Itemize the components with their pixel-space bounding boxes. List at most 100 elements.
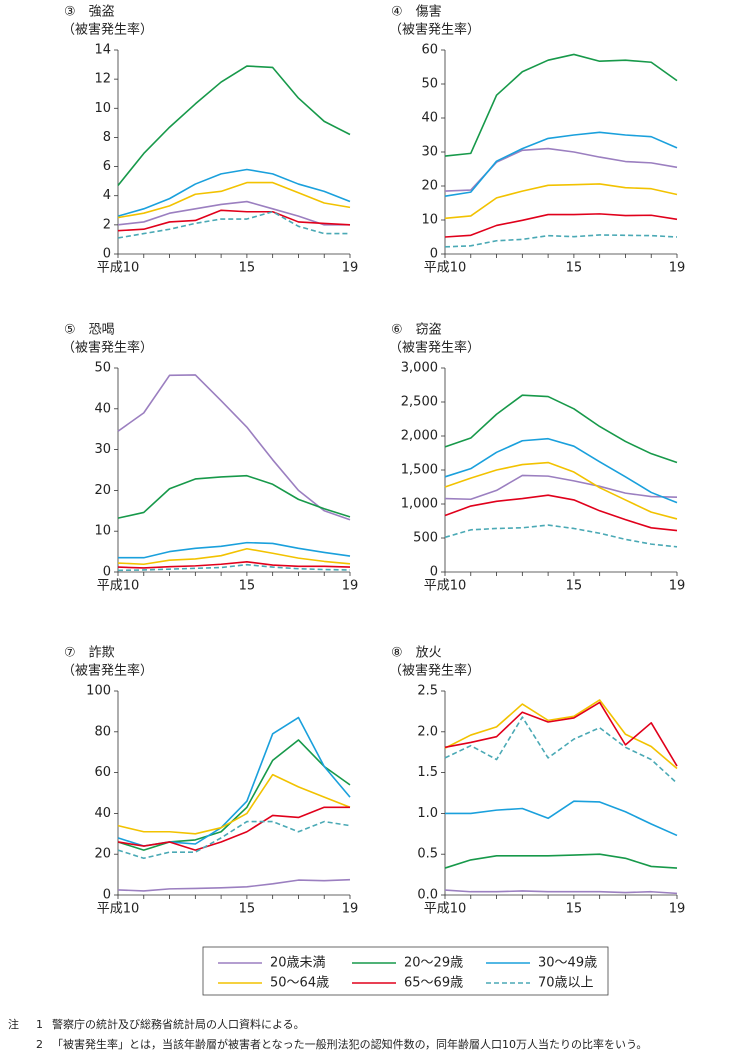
chart-title: ⑧ 放火 (391, 646, 442, 661)
y-tick-label: 60 (421, 43, 438, 58)
series-line (444, 234, 678, 248)
y-tick-label: 500 (413, 531, 438, 546)
y-tick-label: 1,500 (401, 463, 438, 478)
chart-title: ⑥ 窃盗 (391, 322, 442, 338)
series-line (117, 168, 351, 217)
series-line (117, 209, 351, 232)
series-line (117, 716, 351, 847)
x-tick-label: 15 (239, 261, 256, 276)
series-line (444, 183, 678, 220)
x-tick-label: 平成10 (97, 579, 140, 594)
series-line (444, 853, 678, 869)
y-tick-label: 100 (86, 684, 111, 699)
y-tick-label: 2,000 (401, 429, 438, 444)
note-number: 1 (36, 1018, 43, 1031)
y-axis-label: （被害発生率） (389, 22, 480, 38)
series-line (117, 820, 351, 860)
y-tick-label: 80 (94, 724, 111, 739)
x-tick-label: 15 (566, 261, 583, 276)
series-line (117, 474, 351, 519)
series-line (117, 563, 351, 572)
y-tick-label: 10 (94, 524, 111, 539)
x-tick-label: 15 (566, 902, 583, 917)
y-tick-label: 20 (94, 847, 111, 862)
y-tick-label: 0 (430, 565, 438, 580)
series-line (117, 739, 351, 851)
y-tick-label: 1,000 (401, 497, 438, 512)
y-tick-label: 6 (103, 159, 111, 174)
x-tick-label: 19 (669, 579, 686, 594)
legend-box (202, 946, 609, 996)
y-tick-label: 0 (103, 888, 111, 903)
series-line (444, 716, 678, 784)
y-tick-label: 2.0 (417, 724, 438, 739)
series-line (117, 374, 351, 521)
x-tick-label: 平成10 (424, 261, 467, 276)
series-line (445, 800, 678, 837)
y-tick-label: 20 (94, 483, 111, 498)
legend-label: 65～69歳 (404, 976, 463, 991)
series-line (117, 65, 351, 187)
series-line (117, 547, 351, 566)
y-tick-label: 3,000 (401, 361, 438, 376)
series-line (117, 806, 350, 851)
x-tick-label: 19 (669, 902, 686, 917)
legend-label: 50～64歳 (270, 976, 329, 991)
note-text: 「被害発生率」とは，当該年齢層が被害者となった一般刑法犯の認知件数の，同年齢層人… (52, 1037, 647, 1051)
y-tick-label: 4 (103, 188, 111, 203)
x-tick-label: 平成10 (97, 902, 140, 917)
x-tick-label: 15 (239, 579, 256, 594)
y-tick-label: 2 (103, 217, 111, 232)
series-line (117, 561, 351, 569)
y-tick-label: 40 (421, 111, 438, 126)
series-line (444, 394, 678, 464)
chart-title: ③ 強盗 (64, 4, 115, 20)
series-line (117, 878, 351, 892)
series-line (444, 53, 678, 157)
x-tick-label: 19 (342, 261, 359, 276)
x-tick-label: 平成10 (424, 902, 467, 917)
legend-label: 20歳未満 (270, 956, 326, 971)
series-line (444, 437, 678, 504)
series-line (444, 889, 678, 895)
y-tick-label: 0.0 (417, 888, 438, 903)
x-tick-label: 19 (342, 579, 359, 594)
chart-title: ⑦ 詐欺 (64, 645, 115, 661)
series-line (118, 541, 351, 559)
x-tick-label: 平成10 (97, 261, 140, 276)
x-tick-label: 15 (566, 579, 583, 594)
y-tick-label: 40 (94, 806, 111, 821)
y-tick-label: 10 (421, 213, 438, 228)
x-tick-label: 19 (342, 902, 359, 917)
y-tick-label: 0.5 (417, 847, 438, 862)
series-line (444, 699, 678, 770)
y-tick-label: 50 (94, 361, 111, 376)
series-line (444, 524, 678, 548)
series-line (444, 474, 678, 501)
y-tick-label: 30 (94, 442, 111, 457)
y-tick-label: 12 (94, 72, 111, 87)
y-tick-label: 2.5 (417, 684, 438, 699)
series-line (444, 701, 678, 767)
y-axis-label: （被害発生率） (62, 22, 153, 38)
notes-label: 注 (8, 1017, 19, 1031)
legend-label: 70歳以上 (538, 976, 594, 991)
series-line (117, 210, 350, 239)
y-tick-label: 60 (94, 765, 111, 780)
chart-title: ④ 傷害 (391, 4, 442, 20)
series-line (444, 494, 678, 532)
series-line (117, 181, 351, 219)
series-line (444, 213, 678, 238)
legend-label: 20～29歳 (404, 956, 463, 971)
y-tick-label: 14 (94, 43, 111, 58)
y-tick-label: 10 (94, 101, 111, 116)
y-axis-label: （被害発生率） (62, 340, 153, 356)
x-tick-label: 15 (239, 902, 256, 917)
y-tick-label: 2,500 (401, 395, 438, 410)
y-tick-label: 20 (421, 179, 438, 194)
y-tick-label: 0 (103, 565, 111, 580)
legend-label: 30～49歳 (538, 956, 597, 971)
y-tick-label: 40 (94, 401, 111, 416)
series-line (444, 131, 678, 197)
note-number: 2 (36, 1038, 43, 1051)
